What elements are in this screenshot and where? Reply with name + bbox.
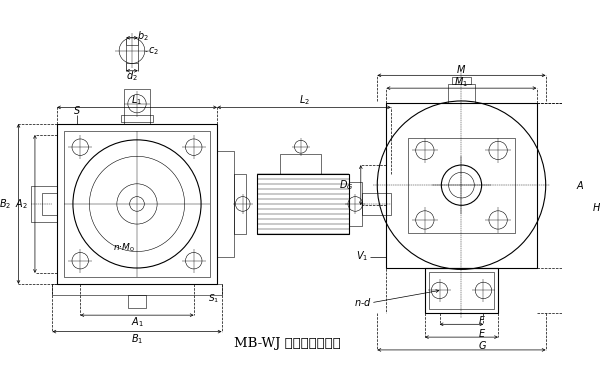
- Text: $A_1$: $A_1$: [131, 316, 143, 329]
- Bar: [430, 272, 494, 309]
- Bar: [57, 124, 217, 284]
- Bar: [52, 284, 221, 295]
- Text: $b_2$: $b_2$: [137, 29, 149, 43]
- Bar: [121, 115, 154, 122]
- Bar: [349, 181, 362, 226]
- Bar: [128, 295, 146, 308]
- Bar: [64, 131, 210, 277]
- Text: $V_1$: $V_1$: [356, 250, 368, 263]
- Bar: [42, 193, 57, 215]
- Text: $M$: $M$: [457, 63, 467, 75]
- Text: $A_2$: $A_2$: [15, 197, 28, 211]
- Text: $F$: $F$: [478, 314, 485, 326]
- Bar: [425, 267, 498, 313]
- Text: $n{\cdot}M_0$: $n{\cdot}M_0$: [113, 242, 135, 254]
- Text: MB-WJ 组合型变减速器: MB-WJ 组合型变减速器: [234, 337, 341, 350]
- Bar: [257, 174, 349, 234]
- Text: $A$: $A$: [576, 179, 584, 191]
- Bar: [409, 138, 515, 233]
- Text: $D_G$: $D_G$: [339, 178, 353, 192]
- Bar: [452, 77, 470, 85]
- Text: $S_1$: $S_1$: [208, 292, 219, 305]
- Bar: [31, 186, 57, 222]
- Bar: [126, 45, 138, 64]
- Bar: [124, 89, 150, 124]
- Text: $d_2$: $d_2$: [126, 69, 138, 83]
- Text: $E$: $E$: [478, 327, 486, 338]
- Bar: [448, 85, 475, 103]
- Text: $n$-$d$: $n$-$d$: [354, 296, 372, 308]
- Text: $L_1$: $L_1$: [131, 93, 143, 107]
- Text: $c_2$: $c_2$: [148, 45, 158, 56]
- Text: $S$: $S$: [73, 104, 81, 116]
- Bar: [386, 103, 536, 267]
- Bar: [217, 151, 233, 257]
- Text: $B_1$: $B_1$: [131, 332, 143, 346]
- Text: $H_0$: $H_0$: [592, 201, 600, 215]
- Text: $G$: $G$: [478, 339, 487, 351]
- Bar: [233, 174, 247, 234]
- Bar: [362, 193, 391, 215]
- Text: $M_1$: $M_1$: [454, 75, 469, 89]
- Text: $L_2$: $L_2$: [299, 93, 310, 107]
- Text: $B_2$: $B_2$: [0, 197, 11, 211]
- Bar: [280, 154, 322, 174]
